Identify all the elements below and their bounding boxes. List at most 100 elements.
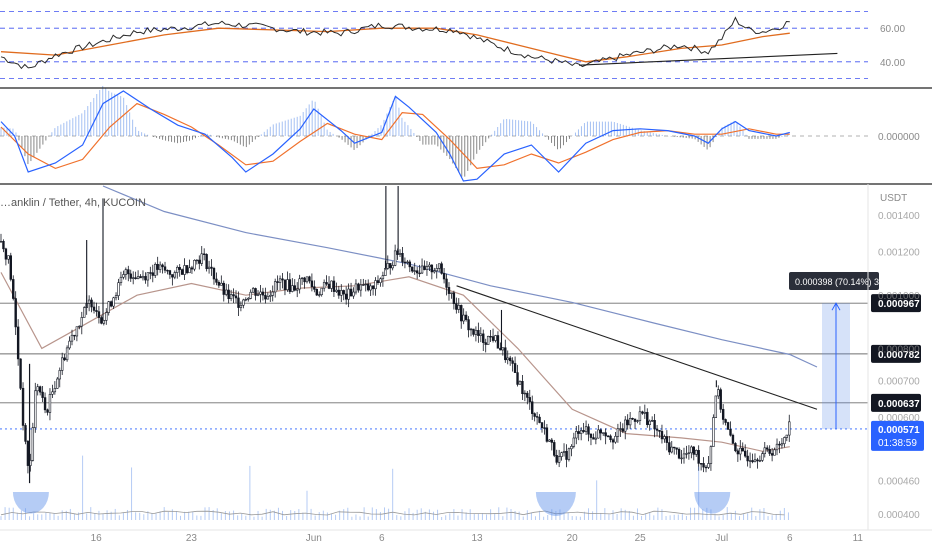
candle-body: [305, 276, 309, 283]
candle-body: [621, 428, 624, 432]
candle-body: [398, 253, 402, 255]
candle-body: [545, 427, 549, 442]
candle-body: [457, 305, 460, 310]
candle-body: [479, 333, 483, 336]
time-tick-label: 6: [379, 533, 385, 544]
candle-body: [408, 261, 412, 268]
candle-body: [442, 273, 446, 280]
candle-body: [178, 267, 181, 270]
candle-body: [494, 335, 497, 341]
candle-body: [281, 278, 284, 281]
candle-body: [611, 439, 615, 443]
candle-body: [768, 449, 771, 454]
candle-body: [308, 276, 311, 282]
candle-body: [697, 450, 700, 464]
candle-body: [614, 435, 617, 443]
candle-body: [592, 437, 595, 440]
candle-body: [141, 276, 145, 279]
candle-body: [650, 420, 654, 422]
rsi-level-label: 60.00: [880, 24, 905, 35]
candle-body: [423, 265, 426, 271]
candle-body: [212, 268, 216, 280]
candle-body: [340, 290, 343, 296]
candle-body: [168, 270, 172, 275]
candle-body: [783, 437, 786, 445]
candle-body: [604, 432, 607, 437]
candle-body: [156, 263, 159, 270]
candle-body: [521, 381, 524, 394]
candle-body: [100, 317, 103, 324]
candle-body: [543, 427, 546, 429]
candle-body: [726, 422, 730, 430]
candle-body: [418, 272, 421, 275]
candle-body: [609, 435, 612, 440]
candle-body: [636, 420, 639, 422]
candle-body: [680, 457, 683, 460]
candle-body: [244, 299, 247, 301]
candle-body: [484, 342, 487, 345]
price-trendline: [456, 285, 818, 410]
candle-body: [149, 272, 152, 274]
level-price-box: [871, 294, 921, 313]
candle-body: [753, 459, 757, 463]
candle-body: [638, 411, 642, 421]
candle-body: [435, 268, 438, 272]
price-tick-label: 0.001400: [878, 211, 920, 222]
candle-body: [729, 429, 732, 436]
candle-body: [14, 298, 17, 328]
candle-body: [283, 279, 287, 291]
candle-body: [200, 253, 203, 264]
candle-body: [597, 429, 600, 439]
candle-body: [675, 447, 678, 450]
time-tick-label: 13: [471, 533, 483, 544]
candle-body: [528, 397, 531, 403]
candle-body: [371, 285, 375, 290]
candle-body: [533, 413, 536, 417]
candle-body: [445, 278, 448, 288]
candle-body: [626, 419, 629, 426]
candle-body: [83, 307, 86, 318]
candle-body: [567, 448, 571, 460]
candle-body: [60, 357, 64, 371]
candle-body: [413, 270, 416, 272]
candle-body: [474, 330, 478, 335]
candle-body: [482, 333, 485, 343]
candle-body: [0, 240, 3, 243]
rsi-line: [0, 16, 790, 70]
candle-body: [643, 411, 647, 414]
candle-body: [455, 303, 458, 310]
candle-body: [518, 381, 522, 385]
currency-label: USDT: [880, 193, 907, 204]
price-axis: 60.00 40.00 0.000000 0.000967 0.000782 0.0006…: [871, 24, 924, 521]
candle-body: [4, 248, 8, 260]
candle-body: [734, 443, 737, 452]
candle-body: [589, 433, 593, 438]
candle-body: [511, 360, 514, 364]
candle-body: [428, 264, 431, 267]
candle-body: [687, 452, 691, 454]
candle-body: [739, 447, 742, 455]
candle-body: [788, 421, 791, 436]
candle-body: [577, 431, 580, 434]
candle-body: [538, 416, 541, 423]
candle-body: [344, 293, 348, 300]
candle-body: [251, 288, 255, 293]
candle-body: [90, 299, 93, 308]
time-tick-label: 23: [186, 533, 198, 544]
candle-body: [663, 436, 666, 440]
candle-body: [325, 282, 328, 285]
candle-body: [682, 453, 686, 459]
candle-body: [704, 466, 708, 469]
candle-body: [594, 437, 598, 440]
candle-body: [389, 263, 392, 269]
slow-moving-average: [102, 185, 818, 368]
candle-body: [26, 441, 30, 466]
candle-body: [129, 273, 132, 279]
candle-body: [401, 253, 404, 263]
fast-moving-average: [0, 272, 790, 452]
countdown-label: 01:38:59: [878, 438, 917, 449]
candle-body: [342, 290, 345, 295]
candle-body: [648, 420, 651, 425]
rsi-trendline: [578, 52, 838, 66]
